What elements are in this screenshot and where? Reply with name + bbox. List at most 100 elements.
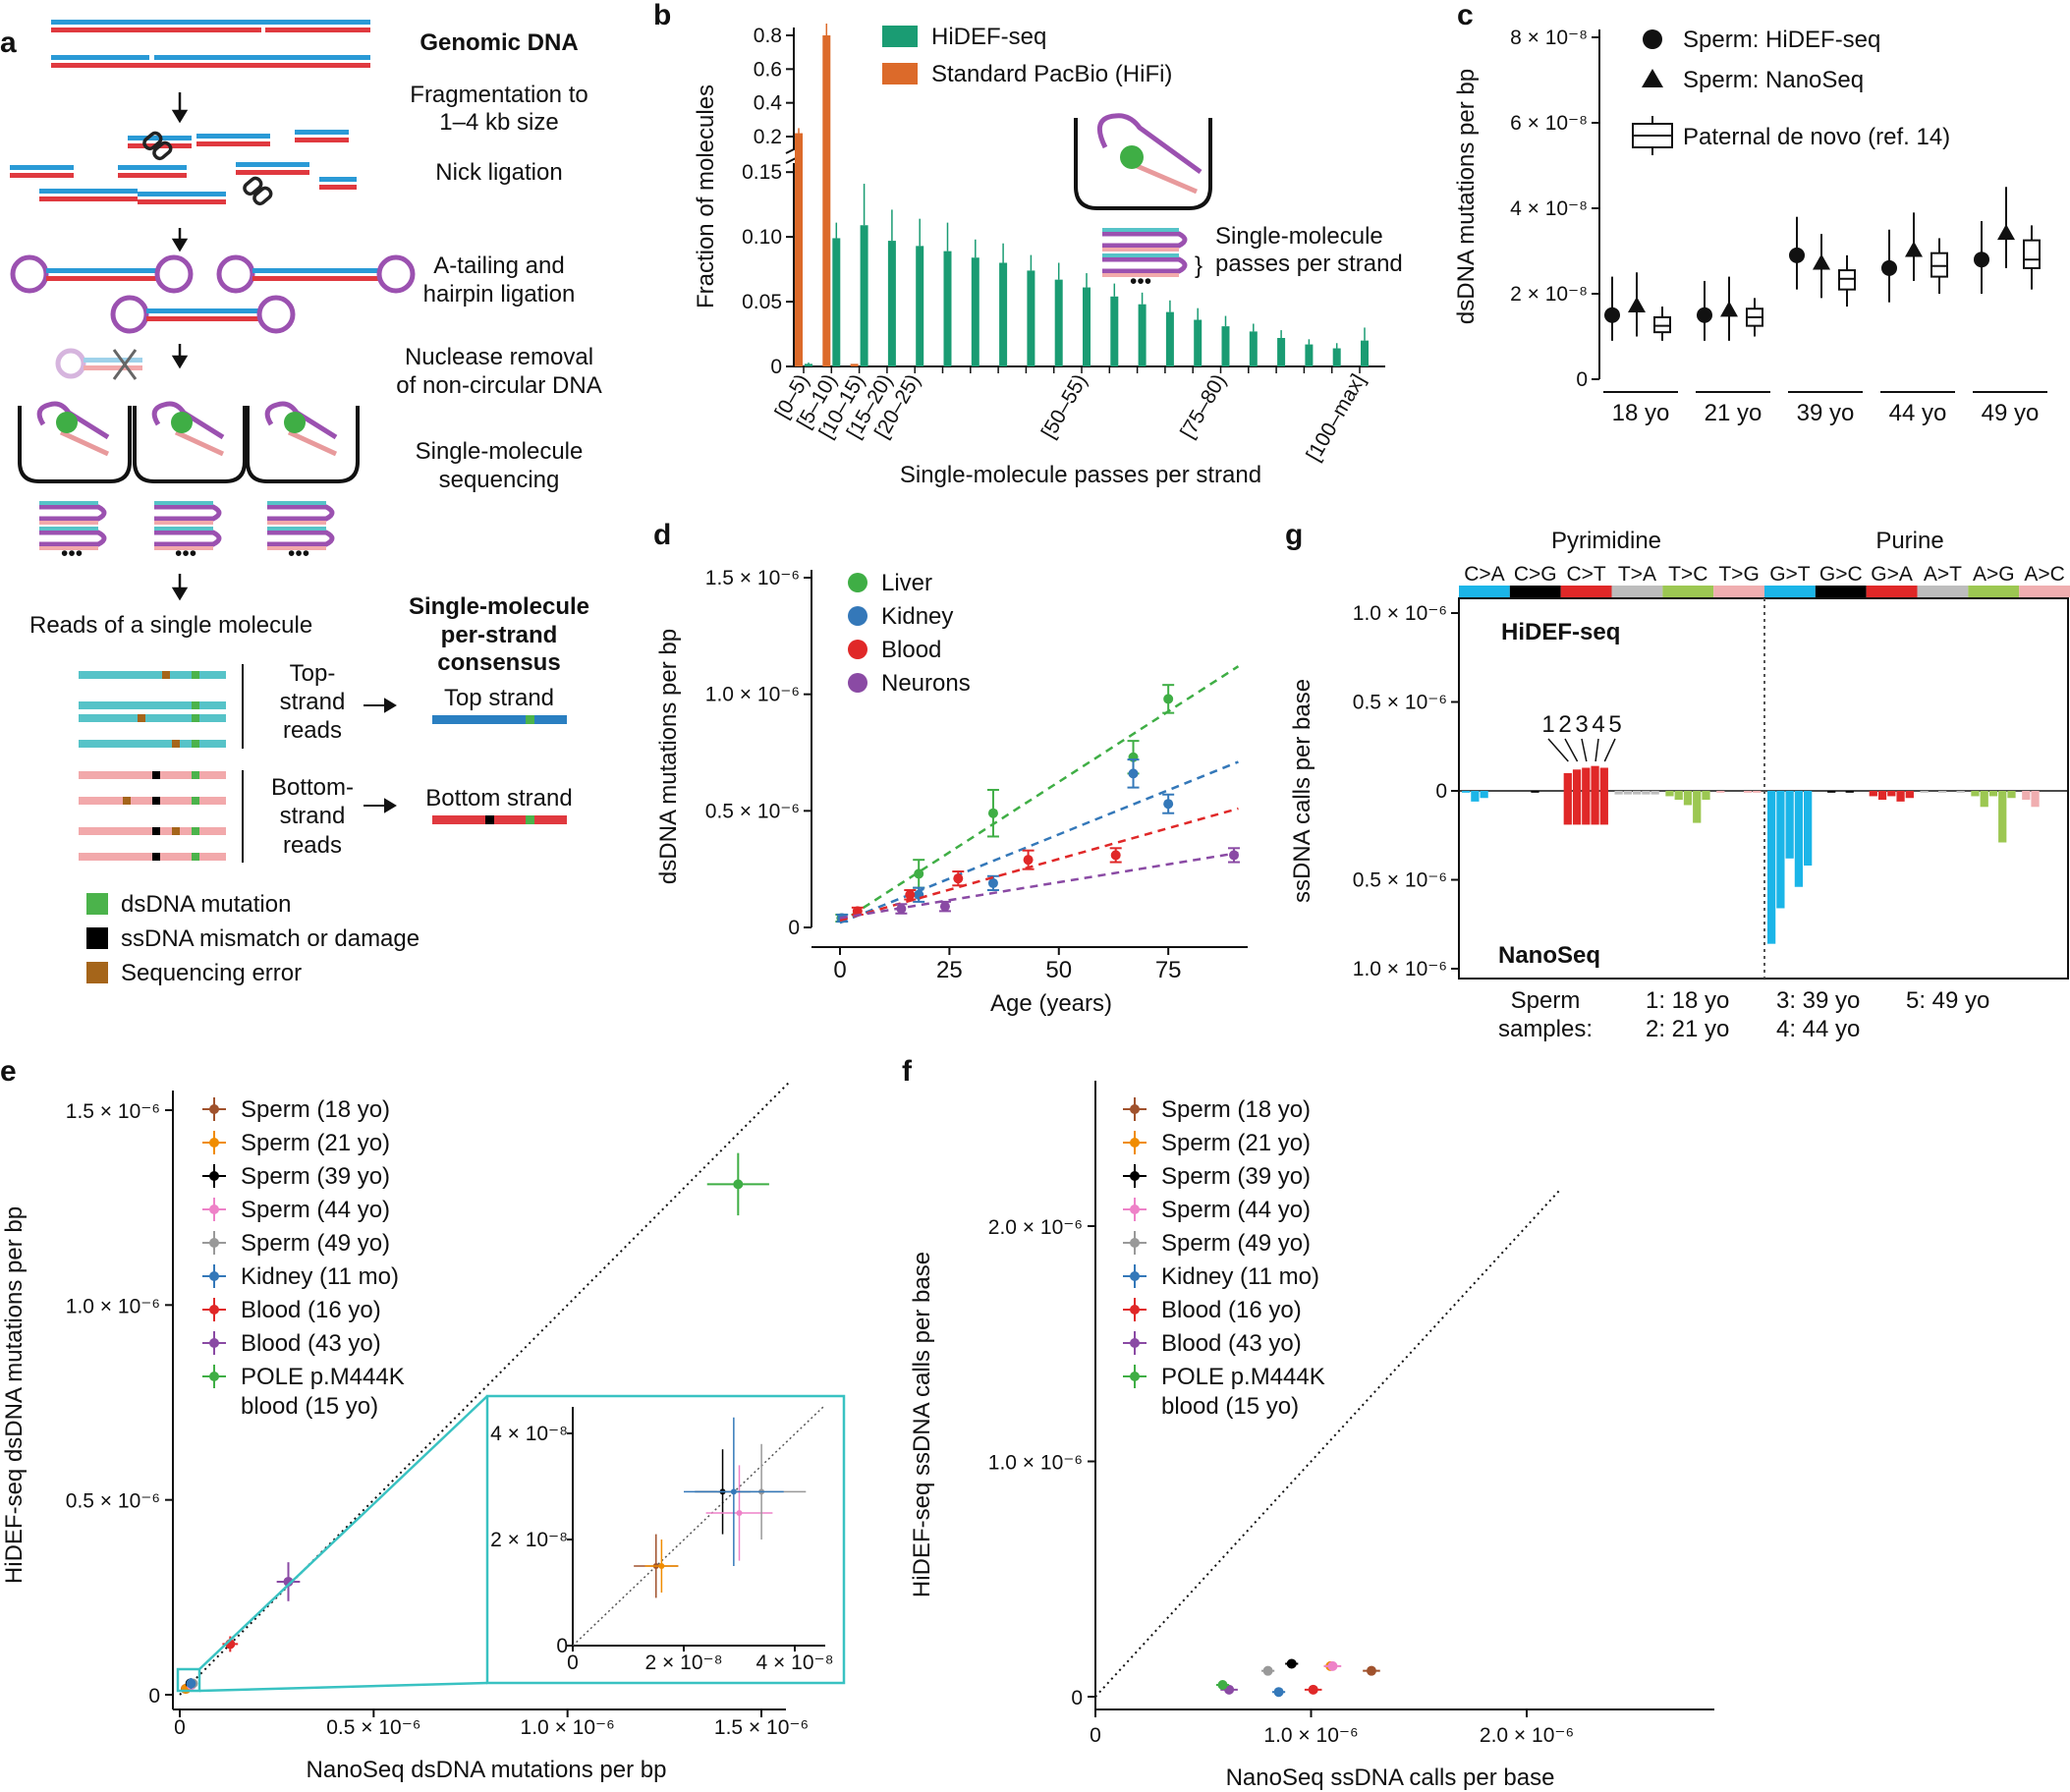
panel-e-xlabel: NanoSeq dsDNA mutations per bp [307,1757,667,1783]
bar-hidef [1277,337,1286,366]
sample-5-label: 5: 49 yo [1906,987,1989,1014]
bottom-strand-consensus [432,815,567,824]
y-tick-label: 2.0 × 10⁻⁶ [988,1216,1083,1239]
panel-b-xlabel: Single-molecule passes per strand [900,462,1261,488]
bar-hidef [1054,279,1063,366]
sample-index: 4 [1592,711,1604,738]
nanoseq-bar [1674,791,1683,801]
bar-hidef [1305,344,1314,366]
group-label: 18 yo [1612,400,1670,426]
bar-hidef [999,262,1008,366]
hidef-point [1789,247,1805,263]
nanoseq-bar [1776,791,1785,909]
identity-line [179,1082,790,1696]
sample-index-leader [1581,738,1588,762]
bar-hidef [1165,311,1174,366]
bar-hidef [1194,319,1203,366]
nanoseq-bar [1480,791,1488,799]
sample-index-leader [1594,738,1599,762]
y-tick-label: 0.05 [742,291,782,313]
category-label: G>C [1819,563,1863,586]
nanoseq-bar [1650,791,1659,795]
bar-hidef [805,364,812,366]
legend-swatch [882,63,918,84]
zoom-box [176,1667,201,1693]
category-label: C>A [1464,563,1504,586]
panel-letter-f: f [902,1055,913,1088]
data-point [939,901,950,912]
chart-f: 00 1.0 × 10⁻⁶ 1.0 × 10⁻⁶ 2.0 × 10⁻⁶ 2.0 × 10… [988,1081,1714,1747]
data-point [1110,850,1121,861]
legend-label: blood (15 yo) [241,1393,378,1420]
y-tick-label: 4 × 10⁻⁸ [1510,197,1588,220]
panel-f: f HiDEF-seq ssDNA calls per base NanoSeq… [902,1055,1714,1791]
dna-fragments [10,130,357,204]
nanoseq-bar [1804,791,1813,867]
legend-label: Sperm (49 yo) [241,1230,390,1257]
nanoseq-bar [1702,791,1710,801]
sm-sequencing-label-2: sequencing [439,467,560,493]
nanoseq-bar [1998,791,2007,843]
legend-marker [209,1372,219,1381]
inset-label-2: passes per strand [1215,251,1403,277]
legend-label: HiDEF-seq [931,24,1046,50]
top-reads-label-1: Top- [290,660,336,687]
x-tick-label: [100–max] [1302,370,1370,465]
legend-label: Blood [881,637,941,663]
y-tick-label: 0.5 × 10⁻⁶ [1353,869,1447,892]
group-label: 39 yo [1797,400,1855,426]
y-tick-label: 1.0 × 10⁻⁶ [988,1452,1083,1475]
nanoseq-bar [2022,791,2031,801]
data-point [905,889,916,900]
nanoseq-bar [1869,791,1877,797]
x-tick-label: 0 [1090,1724,1101,1747]
legend-marker [848,606,867,626]
y-tick-label: 0.10 [742,226,782,249]
legend-label: Sequencing error [121,960,302,986]
legend-label: Neurons [881,670,971,697]
legend-marker [848,673,867,693]
legend-marker [1130,1338,1140,1348]
y-tick-label: 0 [1576,368,1588,391]
chart-d: 0 0.5 × 10⁻⁶ 1.0 × 10⁻⁶ 1.5 × 10⁻⁶ 0 25 50 75 Li… [705,567,1248,983]
inset-brace: } [1195,252,1203,279]
hidef-seq-label: HiDEF-seq [1501,619,1620,645]
data-point [1327,1660,1338,1671]
category-color-band [1713,586,1764,597]
consensus-label-1: Single-molecule [409,593,589,620]
box [2023,239,2041,269]
a-tailing-label-1: A-tailing and [433,252,564,279]
purine-label: Purine [1875,528,1943,554]
legend-marker [1130,1104,1140,1114]
bar-hidef [1138,304,1147,366]
nanoseq-bar [1920,791,1929,793]
data-point [1286,1658,1297,1669]
x-tick-label: 25 [936,957,963,983]
data-point [186,1678,196,1689]
nanoseq-bar [2031,791,2040,808]
top-strand-reads [79,671,226,748]
legend-label: Sperm (21 yo) [1161,1130,1311,1156]
legend-marker [209,1271,219,1281]
legend-label: Blood (16 yo) [241,1297,381,1323]
category-label: T>A [1618,563,1656,586]
bar-hidef [1332,348,1341,366]
inset-data-point [658,1563,665,1569]
y-tick-label: 0.2 [754,126,782,148]
panel-g: g ssDNA calls per base Pyrimidine Purine… [1285,519,2070,1042]
chart-c: 0 2 × 10⁻⁸ 4 × 10⁻⁸ 6 × 10⁻⁸ 8 × 10⁻⁸ 18 yo 21… [1510,27,2047,426]
panel-f-ylabel: HiDEF-seq ssDNA calls per base [909,1252,935,1597]
x-tick-label: 2.0 × 10⁻⁶ [1480,1724,1574,1747]
legend-label: Kidney [881,603,953,630]
chart-g: 1.0 × 10⁻⁶ 0.5 × 10⁻⁶ 0 0.5 × 10⁻⁶ 1.0 × 10⁻… [1353,563,2070,980]
legend-swatch [882,26,918,47]
nanoseq-bar [1794,791,1804,887]
category-color-band [1560,586,1612,597]
panel-letter-e: e [0,1055,17,1088]
category-color-band [1509,586,1561,597]
sample-index: 3 [1575,711,1588,738]
genomic-dna-label: Genomic DNA [420,29,578,56]
inset-y-tick-label: 0 [556,1635,568,1657]
legend-swatch [86,927,108,949]
nanoseq-bar [1785,791,1794,859]
